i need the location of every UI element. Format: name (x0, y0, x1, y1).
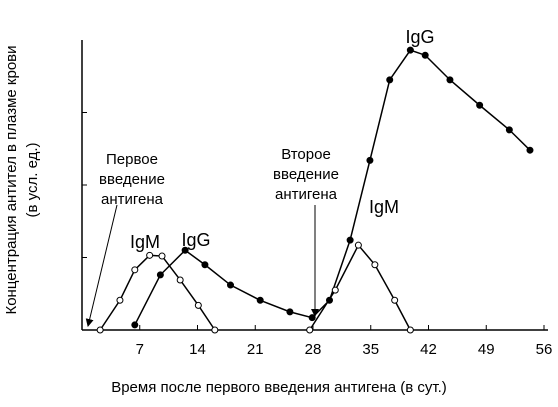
x-tick-label: 28 (305, 341, 322, 358)
y-axis-label: (в усл. ед.) (24, 143, 41, 218)
series-label: IgM (130, 232, 160, 252)
x-tick-label: 21 (247, 341, 264, 358)
x-tick-label: 14 (189, 341, 206, 358)
data-point (227, 281, 234, 289)
data-point (131, 321, 139, 329)
data-point (366, 156, 374, 164)
data-point (421, 51, 429, 59)
data-point (308, 314, 316, 322)
data-point (194, 301, 202, 309)
series-label: IgG (405, 27, 434, 47)
data-point (201, 261, 209, 269)
data-point (116, 296, 124, 304)
data-point (476, 101, 484, 109)
data-point (286, 308, 294, 316)
data-point (131, 266, 139, 274)
data-point (211, 326, 219, 334)
data-point (446, 76, 454, 84)
annotation: введение (273, 166, 339, 183)
data-point (371, 261, 379, 269)
series-label: IgG (181, 230, 210, 250)
annotation-arrow (85, 204, 118, 327)
data-point (406, 46, 414, 54)
x-axis-label: Время после первого введения антигена (в… (111, 379, 447, 396)
data-point (306, 326, 314, 334)
x-tick-label: 49 (478, 341, 495, 358)
x-tick-label: 42 (420, 341, 437, 358)
x-tick-label: 56 (536, 341, 553, 358)
data-point (391, 296, 399, 304)
data-point (181, 246, 189, 254)
data-point (346, 236, 354, 244)
data-point (96, 326, 104, 334)
data-point (158, 252, 166, 260)
annotation: Первое (106, 151, 158, 168)
series-line (99, 254, 216, 331)
x-tick-label: 35 (362, 341, 379, 358)
annotation: Второе (281, 146, 331, 163)
data-point (505, 126, 513, 134)
annotation: антигена (101, 191, 164, 208)
x-tick-label: 7 (136, 341, 144, 358)
data-point (176, 276, 184, 284)
series-line (134, 49, 531, 326)
data-point (406, 326, 414, 334)
data-point (156, 271, 164, 279)
data-point (526, 146, 534, 154)
series-line (309, 243, 412, 331)
data-point (146, 251, 154, 259)
data-point (386, 76, 394, 84)
y-axis-label: Концентрация антител в плазме крови (3, 45, 20, 314)
annotation: введение (99, 171, 165, 188)
data-point (354, 241, 362, 249)
data-point (331, 286, 339, 294)
series-label: IgM (369, 197, 399, 217)
data-point (256, 296, 264, 304)
annotation: антигена (275, 186, 338, 203)
